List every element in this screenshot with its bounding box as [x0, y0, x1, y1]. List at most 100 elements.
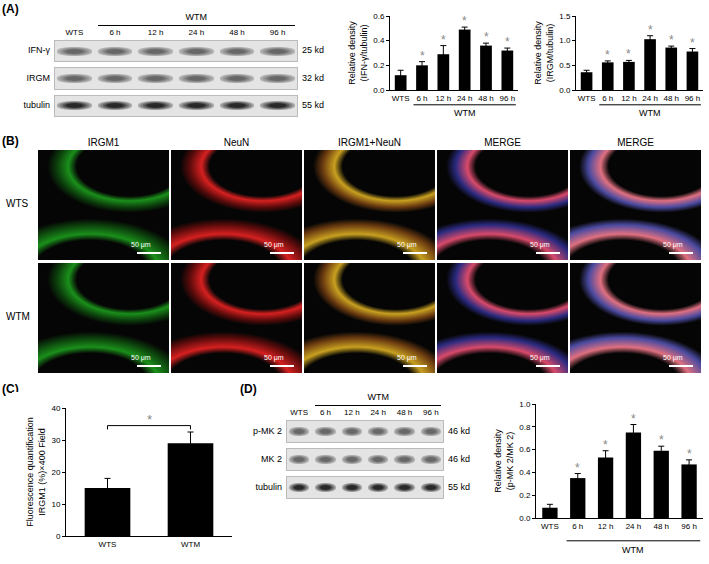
svg-text:WTM: WTM	[181, 540, 200, 549]
html-text:48 h: 48 h	[396, 408, 413, 417]
html-text:6 h: 6 h	[109, 28, 121, 37]
svg-text:0.4: 0.4	[373, 36, 385, 45]
svg-text:0.0: 0.0	[559, 86, 571, 95]
html-text:IRGM: IRGM	[26, 72, 50, 83]
html-text:(C): (C)	[2, 382, 19, 396]
svg-text:24 h: 24 h	[626, 522, 642, 531]
svg-text:*: *	[659, 433, 664, 447]
html-text:96 h: 96 h	[269, 28, 286, 37]
svg-text:1.0: 1.0	[519, 400, 531, 409]
html-text:WTM: WTM	[185, 12, 208, 22]
html-text:WTS: WTS	[290, 408, 308, 417]
svg-text:WTS: WTS	[392, 94, 410, 103]
svg-text:*: *	[420, 49, 425, 63]
html-text:MK 2: MK 2	[261, 453, 282, 464]
svg-text:12 h: 12 h	[436, 94, 452, 103]
html-text:WTM: WTM	[6, 311, 30, 322]
svg-text:*: *	[505, 35, 510, 49]
svg-text:0.6: 0.6	[519, 445, 531, 454]
svg-text:0.0: 0.0	[373, 86, 385, 95]
svg-text:24 h: 24 h	[642, 94, 658, 103]
svg-text:6 h: 6 h	[602, 94, 613, 103]
html-text:MERGE: MERGE	[484, 137, 521, 148]
svg-text:24 h: 24 h	[457, 94, 473, 103]
html-text:(D): (D)	[240, 382, 257, 396]
svg-text:6 h: 6 h	[572, 522, 583, 531]
svg-text:WTM: WTM	[454, 108, 476, 118]
svg-text:*: *	[575, 461, 580, 475]
html-text:NeuN: NeuN	[223, 137, 250, 148]
svg-text:1.5: 1.5	[559, 12, 571, 21]
html-text:24 h: 24 h	[370, 408, 386, 417]
svg-text:0.6: 0.6	[373, 12, 385, 21]
html-text:IFN-γ: IFN-γ	[28, 45, 50, 56]
svg-text:0.5: 0.5	[559, 61, 571, 70]
svg-text:*: *	[687, 447, 692, 461]
html-text:12 h: 12 h	[344, 408, 360, 417]
svg-text:48 h: 48 h	[663, 94, 679, 103]
html-text:(A): (A)	[2, 2, 19, 16]
html-text:50 μm: 50 μm	[131, 241, 151, 248]
svg-text:0.8: 0.8	[519, 423, 531, 432]
html-text:WTS: WTS	[65, 28, 84, 37]
html-text:tubulin: tubulin	[255, 481, 282, 492]
svg-text:96 h: 96 h	[685, 94, 701, 103]
svg-text:*: *	[462, 14, 467, 28]
svg-text:*: *	[605, 48, 610, 62]
svg-text:WTS: WTS	[541, 522, 559, 531]
svg-text:WTS: WTS	[99, 540, 117, 549]
svg-text:0: 0	[56, 532, 61, 541]
svg-text:*: *	[603, 438, 608, 452]
html-text:48 h: 48 h	[229, 28, 245, 37]
svg-text:Relative density(p-MK 2/MK 2): Relative density(p-MK 2/MK 2)	[493, 429, 515, 493]
html-text:p-MK 2: p-MK 2	[253, 425, 282, 436]
svg-text:96 h: 96 h	[681, 522, 697, 531]
svg-text:*: *	[484, 30, 489, 44]
html-text:12 h: 12 h	[147, 28, 164, 37]
svg-text:Relative density(IFN-γ/tubulin: Relative density(IFN-γ/tubulin)	[347, 21, 369, 85]
html-text:tubulin: tubulin	[23, 99, 50, 110]
svg-text:12 h: 12 h	[621, 94, 637, 103]
svg-text:0.2: 0.2	[373, 61, 385, 70]
html-text:32 kd: 32 kd	[302, 72, 324, 83]
svg-text:*: *	[690, 36, 695, 50]
html-text:25 kd: 25 kd	[302, 45, 324, 56]
svg-text:1.0: 1.0	[559, 36, 571, 45]
html-text:55 kd: 55 kd	[448, 481, 470, 492]
svg-text:0.2: 0.2	[519, 491, 531, 500]
svg-text:0.0: 0.0	[519, 514, 531, 523]
svg-text:0.4: 0.4	[519, 468, 531, 477]
html-text:IRGM1: IRGM1	[87, 137, 120, 148]
html-text:46 kd: 46 kd	[448, 453, 470, 464]
html-text:WTM: WTM	[367, 392, 389, 402]
svg-text:12 h: 12 h	[598, 522, 614, 531]
svg-text:WTM: WTM	[639, 108, 661, 118]
html-text:96 h: 96 h	[423, 408, 439, 417]
svg-text:30: 30	[51, 436, 60, 445]
svg-text:48 h: 48 h	[478, 94, 494, 103]
svg-text:*: *	[626, 47, 631, 61]
html-text:WTS: WTS	[6, 198, 29, 209]
svg-text:48 h: 48 h	[653, 522, 669, 531]
svg-text:10: 10	[51, 500, 60, 509]
svg-text:20: 20	[51, 468, 60, 477]
svg-text:*: *	[631, 412, 636, 426]
svg-text:*: *	[669, 33, 674, 47]
svg-text:WTM: WTM	[622, 545, 644, 555]
svg-text:*: *	[648, 23, 653, 37]
svg-text:96 h: 96 h	[500, 94, 516, 103]
html-text:46 kd: 46 kd	[448, 425, 470, 436]
svg-text:Fluorescence quantificationIRG: Fluorescence quantificationIRGM1 (%)×400…	[25, 417, 47, 527]
svg-text:6 h: 6 h	[416, 94, 427, 103]
svg-text:Relative density(IRGM/tubulin): Relative density(IRGM/tubulin)	[533, 21, 555, 85]
svg-text:*: *	[441, 33, 446, 47]
html-text:24 h: 24 h	[188, 28, 205, 37]
html-text:6 h: 6 h	[319, 408, 331, 417]
html-text:IRGM1+NeuN: IRGM1+NeuN	[338, 137, 401, 148]
html-text:55 kd: 55 kd	[302, 99, 324, 110]
svg-text:WTS: WTS	[578, 94, 596, 103]
html-text:MERGE: MERGE	[617, 137, 654, 148]
svg-text:40: 40	[51, 404, 60, 413]
html-text:(B): (B)	[2, 134, 19, 148]
svg-text:*: *	[147, 412, 152, 427]
